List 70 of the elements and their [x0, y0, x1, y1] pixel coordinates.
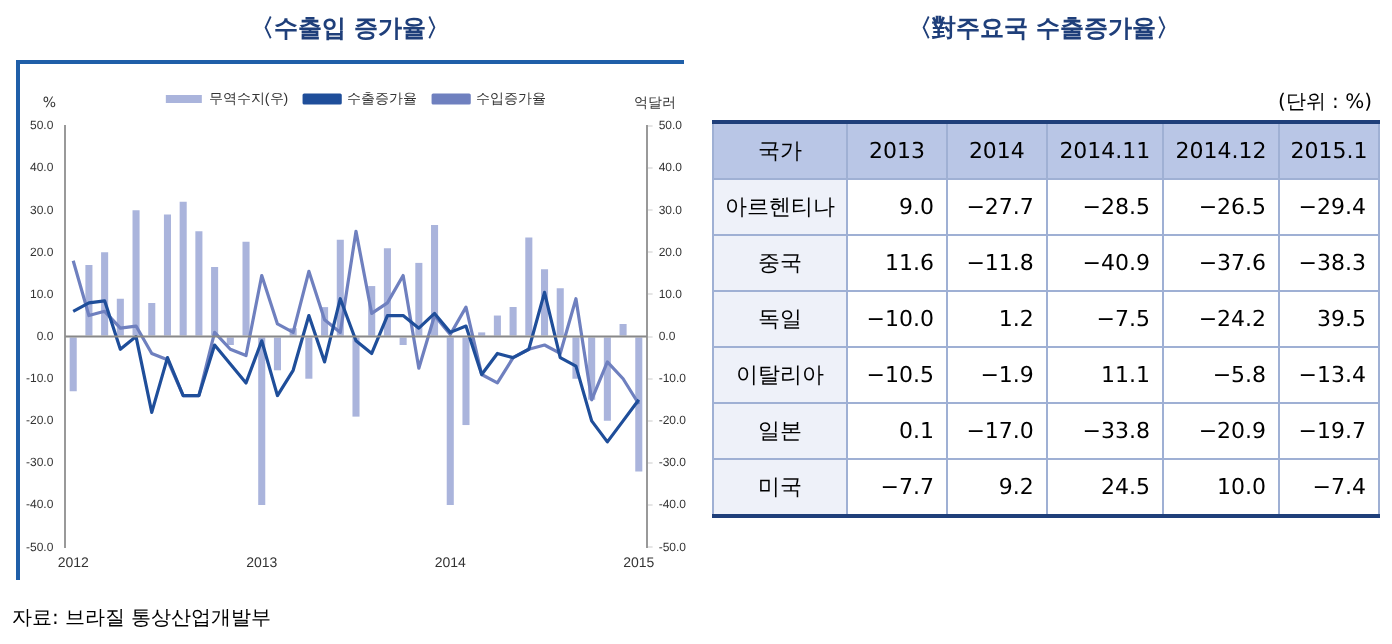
bar — [211, 267, 219, 336]
text: 2014.11 — [1046, 122, 1163, 179]
data-label: −1.9 — [946, 347, 1047, 403]
data-label: 10.0 — [1162, 459, 1280, 516]
data-label: −10.0 — [847, 291, 947, 347]
bar — [226, 337, 234, 346]
data-label: −27.7 — [946, 179, 1047, 235]
bar — [635, 337, 643, 472]
bar — [399, 337, 407, 346]
data-label: 11.1 — [1046, 347, 1163, 403]
data-label: −11.8 — [946, 235, 1047, 291]
bar — [619, 323, 627, 336]
data-label: −40.9 — [1046, 235, 1163, 291]
bar — [462, 337, 470, 426]
data-label: −10.5 — [847, 347, 947, 403]
category-label: 아르헨티나 — [713, 179, 848, 235]
data-label: −26.5 — [1162, 179, 1280, 235]
data-label: −28.5 — [1046, 179, 1163, 235]
data-label: 0.1 — [847, 403, 947, 459]
text: 국가 — [713, 122, 848, 179]
data-label: −24.2 — [1162, 291, 1280, 347]
category-label: 미국 — [713, 459, 848, 516]
data-label: 39.5 — [1279, 291, 1379, 347]
data-label: 9.0 — [847, 179, 947, 235]
bar — [132, 210, 140, 336]
bar — [273, 337, 281, 371]
data-label: 1.2 — [946, 291, 1047, 347]
data-label: −29.4 — [1279, 179, 1379, 235]
data-label: −19.7 — [1279, 403, 1379, 459]
text: 2015.1 — [1279, 122, 1379, 179]
text: 2014 — [946, 122, 1047, 179]
data-label: 11.6 — [847, 235, 947, 291]
chart-title: 〈수출입 증가율〉 — [247, 12, 453, 46]
text: 자료: 브라질 통상산업개발부 — [12, 606, 272, 632]
data-label: −37.6 — [1162, 235, 1280, 291]
data-label: −7.5 — [1046, 291, 1163, 347]
category-label: 독일 — [713, 291, 848, 347]
bar — [305, 337, 313, 379]
text: (단위 : %) — [1277, 90, 1372, 116]
bar — [69, 337, 77, 392]
text: 2014.12 — [1162, 122, 1280, 179]
bar — [493, 315, 501, 336]
text: 2013 — [847, 122, 947, 179]
data-label: −5.8 — [1162, 347, 1280, 403]
text: 〈對주요국 수출증가율〉 — [905, 12, 1183, 46]
bar — [179, 201, 187, 336]
data-label: −13.4 — [1279, 347, 1379, 403]
bar — [525, 237, 533, 336]
bar — [195, 231, 203, 336]
data-label: −7.7 — [847, 459, 947, 516]
data-label: −7.4 — [1279, 459, 1379, 516]
data-label: −20.9 — [1162, 403, 1280, 459]
category-label: 중국 — [713, 235, 848, 291]
bar — [603, 337, 611, 421]
bar — [509, 307, 517, 336]
bar — [415, 262, 423, 336]
data-label: −38.3 — [1279, 235, 1379, 291]
data-label: 24.5 — [1046, 459, 1163, 516]
bar — [242, 241, 250, 336]
data-label: −33.8 — [1046, 403, 1163, 459]
bar — [446, 337, 454, 506]
category-label: 이탈리아 — [713, 347, 848, 403]
bar — [352, 337, 360, 417]
category-label: 일본 — [713, 403, 848, 459]
bar — [148, 302, 156, 336]
data-label: 9.2 — [946, 459, 1047, 516]
bar — [258, 337, 266, 506]
bar — [556, 288, 564, 336]
data-label: −17.0 — [946, 403, 1047, 459]
bar — [163, 214, 172, 336]
